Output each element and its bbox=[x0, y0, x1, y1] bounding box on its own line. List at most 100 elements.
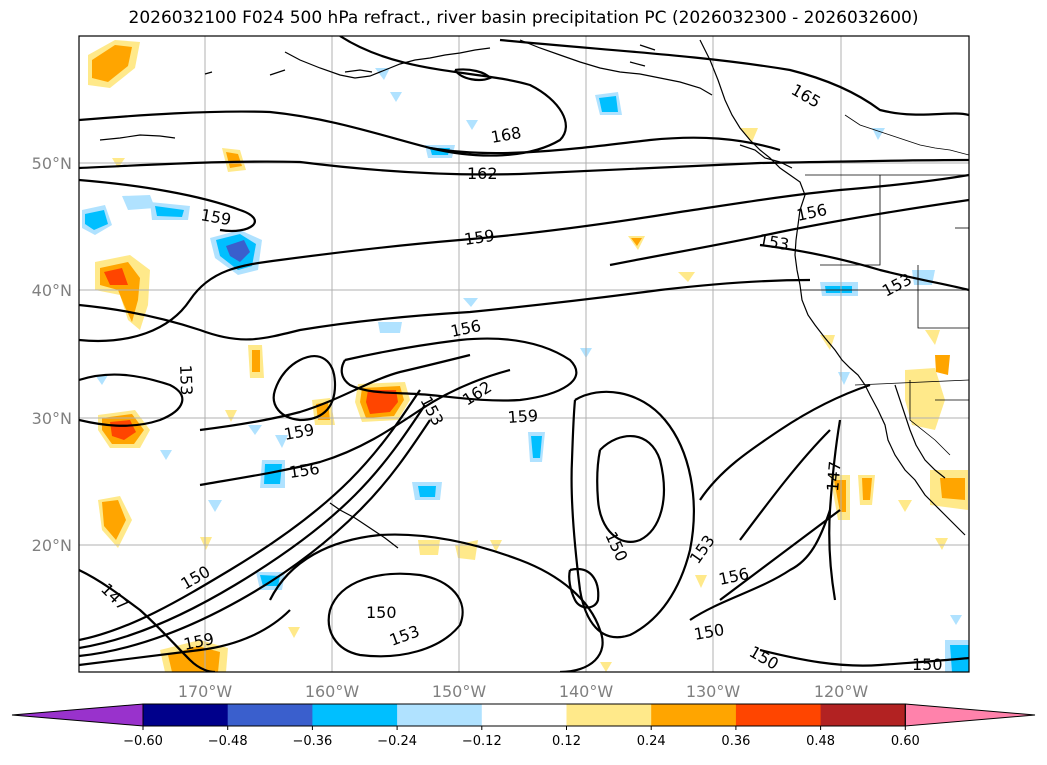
contour-label: 147 bbox=[823, 460, 845, 492]
colorbar-extend-max bbox=[904, 703, 1036, 727]
colorbar-tick-label: −0.12 bbox=[462, 734, 502, 749]
contour-label: 156 bbox=[288, 459, 321, 482]
lat-label-50n: 50°N bbox=[32, 154, 72, 173]
contour-162-loop bbox=[340, 337, 578, 402]
lon-label-160w: 160°W bbox=[305, 682, 360, 701]
contour-label: 150 bbox=[601, 529, 631, 565]
contour-label: 159 bbox=[507, 406, 539, 427]
contour-156-east3 bbox=[719, 509, 841, 601]
colorbar-tick-label: 0.36 bbox=[721, 734, 750, 749]
contour-168-north bbox=[339, 36, 567, 157]
contour-label: 156 bbox=[717, 564, 751, 589]
colorbar-tick-label: 0.48 bbox=[806, 734, 835, 749]
contour-small-1 bbox=[568, 567, 600, 609]
contour-168 bbox=[79, 110, 781, 155]
contour-label: 147 bbox=[97, 579, 132, 614]
contour-147-west bbox=[79, 569, 216, 672]
contour-153 bbox=[79, 373, 184, 427]
map-title: 2026032100 F024 500 hPa refract., river … bbox=[128, 8, 919, 28]
contour-label: 150 bbox=[178, 562, 214, 594]
contour-label: 150 bbox=[366, 603, 397, 622]
contour-label: 159 bbox=[199, 205, 232, 229]
colorbar-tick-label: 0.60 bbox=[891, 734, 920, 749]
colorbar-segment bbox=[312, 704, 398, 726]
contour-label: 153 bbox=[686, 531, 719, 567]
lon-label-140w: 140°W bbox=[559, 682, 614, 701]
colorbar-segment bbox=[143, 704, 229, 726]
contour-153-mid bbox=[199, 353, 471, 432]
colorbar-outline bbox=[142, 703, 906, 727]
contour-label: 153 bbox=[879, 269, 915, 300]
colorbar-tick-label: −0.24 bbox=[377, 734, 417, 749]
contour-159-loop bbox=[272, 355, 337, 422]
colorbar-segment bbox=[397, 704, 483, 726]
contour-156-east2 bbox=[699, 383, 871, 501]
contour-label: 165 bbox=[788, 80, 824, 112]
colorbar-segment bbox=[481, 704, 567, 726]
contour-150-band-1 bbox=[79, 389, 421, 642]
map-frame bbox=[78, 35, 970, 673]
contour-label: 153 bbox=[176, 364, 196, 395]
contour-159-south bbox=[79, 609, 291, 667]
colorbar-tick-label: 0.24 bbox=[637, 734, 666, 749]
contour-147-east bbox=[828, 419, 842, 601]
contour-150-east2 bbox=[689, 509, 832, 621]
colorbar-segment bbox=[566, 704, 652, 726]
contour-label: 159 bbox=[282, 420, 315, 444]
colorbar-extend-min bbox=[11, 703, 144, 727]
contour-162 bbox=[79, 158, 969, 176]
lat-label-30n: 30°N bbox=[32, 409, 72, 428]
contour-156-mid bbox=[199, 368, 511, 487]
political-borders bbox=[800, 114, 969, 456]
contour-labels: 165 168 162 159 159 156 153 156 153 159 … bbox=[97, 80, 942, 674]
colorbar-segment bbox=[651, 704, 737, 726]
contour-label: 162 bbox=[459, 377, 495, 409]
colorbar-tick-label: −0.60 bbox=[123, 734, 163, 749]
contour-label: 156 bbox=[795, 200, 829, 225]
lon-label-170w: 170°W bbox=[178, 682, 233, 701]
contour-156 bbox=[79, 278, 811, 341]
contour-150-band-2 bbox=[79, 404, 426, 650]
longitude-labels: 170°W 160°W 150°W 140°W 130°W 120°W bbox=[178, 682, 869, 701]
precipitation-shading bbox=[82, 40, 969, 672]
contour-153-east2 bbox=[570, 390, 695, 639]
lat-label-20n: 20°N bbox=[32, 536, 72, 555]
coastlines bbox=[99, 39, 966, 549]
refractivity-contours bbox=[79, 36, 969, 672]
contour-small-2 bbox=[454, 68, 492, 81]
lon-label-150w: 150°W bbox=[432, 682, 487, 701]
colorbar-segment bbox=[735, 704, 822, 726]
contour-150-band-3 bbox=[79, 419, 431, 658]
contour-159 bbox=[79, 173, 969, 342]
lon-label-120w: 120°W bbox=[814, 682, 869, 701]
colorbar-segment bbox=[227, 704, 313, 726]
contour-156-east bbox=[609, 198, 969, 267]
colorbar: −0.60 −0.48 −0.36 −0.24 −0.12 0.12 0.24 0.36 0.4… bbox=[11, 703, 1036, 749]
contour-label: 162 bbox=[467, 164, 498, 183]
contour-label: 150 bbox=[746, 642, 782, 674]
contour-159-west bbox=[79, 178, 256, 233]
contour-label: 153 bbox=[757, 230, 790, 254]
contour-153-east3 bbox=[739, 429, 831, 541]
contour-label: 150 bbox=[692, 620, 725, 644]
lat-label-40n: 40°N bbox=[32, 281, 72, 300]
lon-label-130w: 130°W bbox=[686, 682, 741, 701]
contour-153-south bbox=[269, 533, 604, 672]
colorbar-segment bbox=[820, 704, 906, 726]
contour-150-east bbox=[596, 435, 665, 543]
contour-label: 168 bbox=[489, 123, 522, 147]
contour-label: 156 bbox=[449, 316, 483, 341]
contour-label: 150 bbox=[912, 655, 943, 674]
contour-150-se bbox=[759, 648, 969, 667]
colorbar-tick-label: 0.12 bbox=[552, 734, 581, 749]
colorbar-tick-label: −0.36 bbox=[292, 734, 332, 749]
contour-150-south bbox=[327, 572, 464, 658]
latitude-labels: 50°N 40°N 30°N 20°N bbox=[32, 154, 72, 555]
colorbar-tick-label: −0.48 bbox=[208, 734, 248, 749]
contour-label: 153 bbox=[387, 621, 422, 649]
contour-label: 159 bbox=[463, 226, 496, 249]
contour-165 bbox=[499, 38, 969, 117]
negative-anomaly-areas bbox=[82, 68, 969, 672]
contour-153-east bbox=[759, 243, 969, 292]
